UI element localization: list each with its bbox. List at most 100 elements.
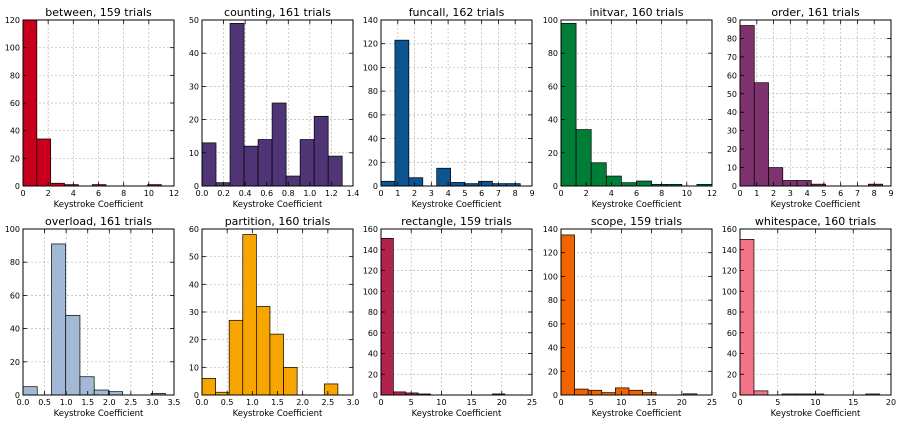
- histogram-bar: [574, 388, 589, 396]
- x-tick-label: 15: [467, 398, 477, 407]
- x-tick-label: 3.0: [146, 398, 159, 407]
- y-tick-label: 10: [189, 363, 199, 372]
- histogram-bar: [22, 386, 38, 396]
- x-axis-label: Keystroke Coefficient: [412, 200, 502, 210]
- y-tick-label: 0: [194, 182, 199, 191]
- y-tick-label: 70: [727, 53, 737, 62]
- x-tick-label: 4: [71, 189, 76, 198]
- histogram-bar: [575, 129, 592, 187]
- histogram-bar: [560, 22, 577, 187]
- histogram-bar: [327, 155, 343, 187]
- y-tick-label: 80: [368, 87, 378, 96]
- histogram-bar: [394, 39, 410, 187]
- y-tick-label: 40: [548, 344, 558, 353]
- y-tick-label: 120: [363, 40, 378, 49]
- y-tick-label: 0: [553, 182, 558, 191]
- histogram-bar: [450, 182, 465, 187]
- y-tick-label: 140: [363, 246, 378, 255]
- x-axis-label: Keystroke Coefficient: [592, 409, 682, 419]
- y-tick-label: 40: [189, 280, 199, 289]
- histogram-panel: 0 1 2 3 4 5 6 7 8 9 0 20 40 60 80 100 120 140 funcall, 162…: [363, 6, 535, 210]
- x-tick-label: 4: [805, 189, 810, 198]
- x-tick-label: 10: [810, 398, 820, 407]
- y-tick-label: 20: [727, 370, 737, 379]
- y-tick-label: 50: [727, 90, 737, 99]
- y-tick-label: 60: [10, 99, 20, 108]
- y-tick-label: 40: [368, 135, 378, 144]
- y-tick-label: 20: [368, 158, 378, 167]
- y-tick-label: 100: [363, 63, 378, 72]
- histogram-panel: 0.0 0.5 1.0 1.5 2.0 2.5 3.0 0 10 20 30 40 50 60 partit…: [189, 215, 360, 419]
- y-tick-label: 80: [727, 308, 737, 317]
- x-tick-label: 0: [737, 189, 742, 198]
- x-tick-label: 2: [46, 189, 51, 198]
- y-tick-label: 80: [10, 258, 20, 267]
- x-tick-label: 0.0: [17, 398, 30, 407]
- x-tick-label: 1.0: [60, 398, 73, 407]
- y-tick-label: 60: [548, 320, 558, 329]
- x-tick-label: 8: [121, 189, 126, 198]
- y-tick-label: 120: [543, 249, 558, 258]
- histogram-bar: [36, 138, 52, 187]
- histogram-bar: [739, 239, 755, 396]
- chart-title: whitespace, 160 trials: [755, 215, 877, 228]
- x-tick-label: 25: [707, 398, 717, 407]
- x-tick-label: 1.5: [271, 398, 284, 407]
- x-tick-label: 5: [775, 398, 780, 407]
- y-tick-label: 80: [548, 296, 558, 305]
- y-tick-label: 20: [727, 145, 737, 154]
- x-tick-label: 1.5: [81, 398, 94, 407]
- y-tick-label: 10: [189, 149, 199, 158]
- y-tick-label: 20: [548, 149, 558, 158]
- x-tick-label: 2.0: [103, 398, 116, 407]
- y-tick-label: 40: [10, 127, 20, 136]
- y-tick-label: 40: [548, 116, 558, 125]
- x-tick-label: 0.8: [282, 189, 295, 198]
- x-tick-label: 1: [395, 189, 400, 198]
- histogram-bar: [636, 180, 652, 187]
- y-tick-label: 140: [722, 246, 737, 255]
- histogram-bar: [739, 25, 755, 187]
- x-tick-label: 5: [409, 398, 414, 407]
- x-tick-label: 10: [436, 398, 446, 407]
- histogram-bar: [242, 234, 257, 396]
- y-tick-label: 40: [727, 108, 737, 117]
- y-tick-label: 120: [722, 267, 737, 276]
- histogram-bar: [229, 22, 245, 187]
- histogram-bar: [615, 387, 630, 396]
- chart-title: counting, 161 trials: [224, 6, 331, 19]
- x-tick-label: 0.0: [196, 398, 209, 407]
- y-tick-label: 80: [368, 308, 378, 317]
- x-tick-label: 7: [496, 189, 501, 198]
- histogram-bar: [380, 237, 394, 396]
- histogram-bar: [478, 180, 493, 187]
- chart-title: partition, 160 trials: [225, 215, 331, 228]
- chart-title: scope, 159 trials: [591, 215, 682, 228]
- x-tick-label: 2: [412, 189, 417, 198]
- y-tick-label: 50: [189, 253, 199, 262]
- histogram-bar: [313, 115, 329, 187]
- y-tick-label: 120: [363, 267, 378, 276]
- histogram-bar: [768, 167, 784, 187]
- histogram-panel: 0 5 10 15 20 25 0 20 40 60 80 100 120 140 160 rectangle…: [363, 215, 537, 419]
- y-tick-label: 140: [363, 16, 378, 25]
- x-tick-label: 0: [378, 189, 383, 198]
- y-tick-label: 60: [368, 111, 378, 120]
- y-tick-label: 100: [543, 16, 558, 25]
- histogram-bar: [271, 102, 287, 187]
- y-tick-label: 30: [727, 127, 737, 136]
- histogram-bar: [628, 389, 643, 396]
- x-tick-label: 0.6: [260, 189, 273, 198]
- histogram-bar: [796, 180, 812, 187]
- x-tick-label: 20: [497, 398, 507, 407]
- y-tick-label: 160: [722, 225, 737, 234]
- y-tick-label: 20: [548, 367, 558, 376]
- x-tick-label: 9: [529, 189, 534, 198]
- histogram-panel: 0.0 0.5 1.0 1.5 2.0 2.5 3.0 3.5 0 20 40 60 80 100 over…: [5, 215, 181, 419]
- x-tick-label: 10: [616, 398, 626, 407]
- histogram-panel: 0.0 0.2 0.4 0.6 0.8 1.0 1.2 1.4 0 10 20 30 40 50 count…: [189, 6, 360, 210]
- histogram-panel: 0 2 4 6 8 10 12 0 20 40 60 80 100 initvar, 160 trials…: [543, 6, 717, 210]
- y-tick-label: 0: [732, 391, 737, 400]
